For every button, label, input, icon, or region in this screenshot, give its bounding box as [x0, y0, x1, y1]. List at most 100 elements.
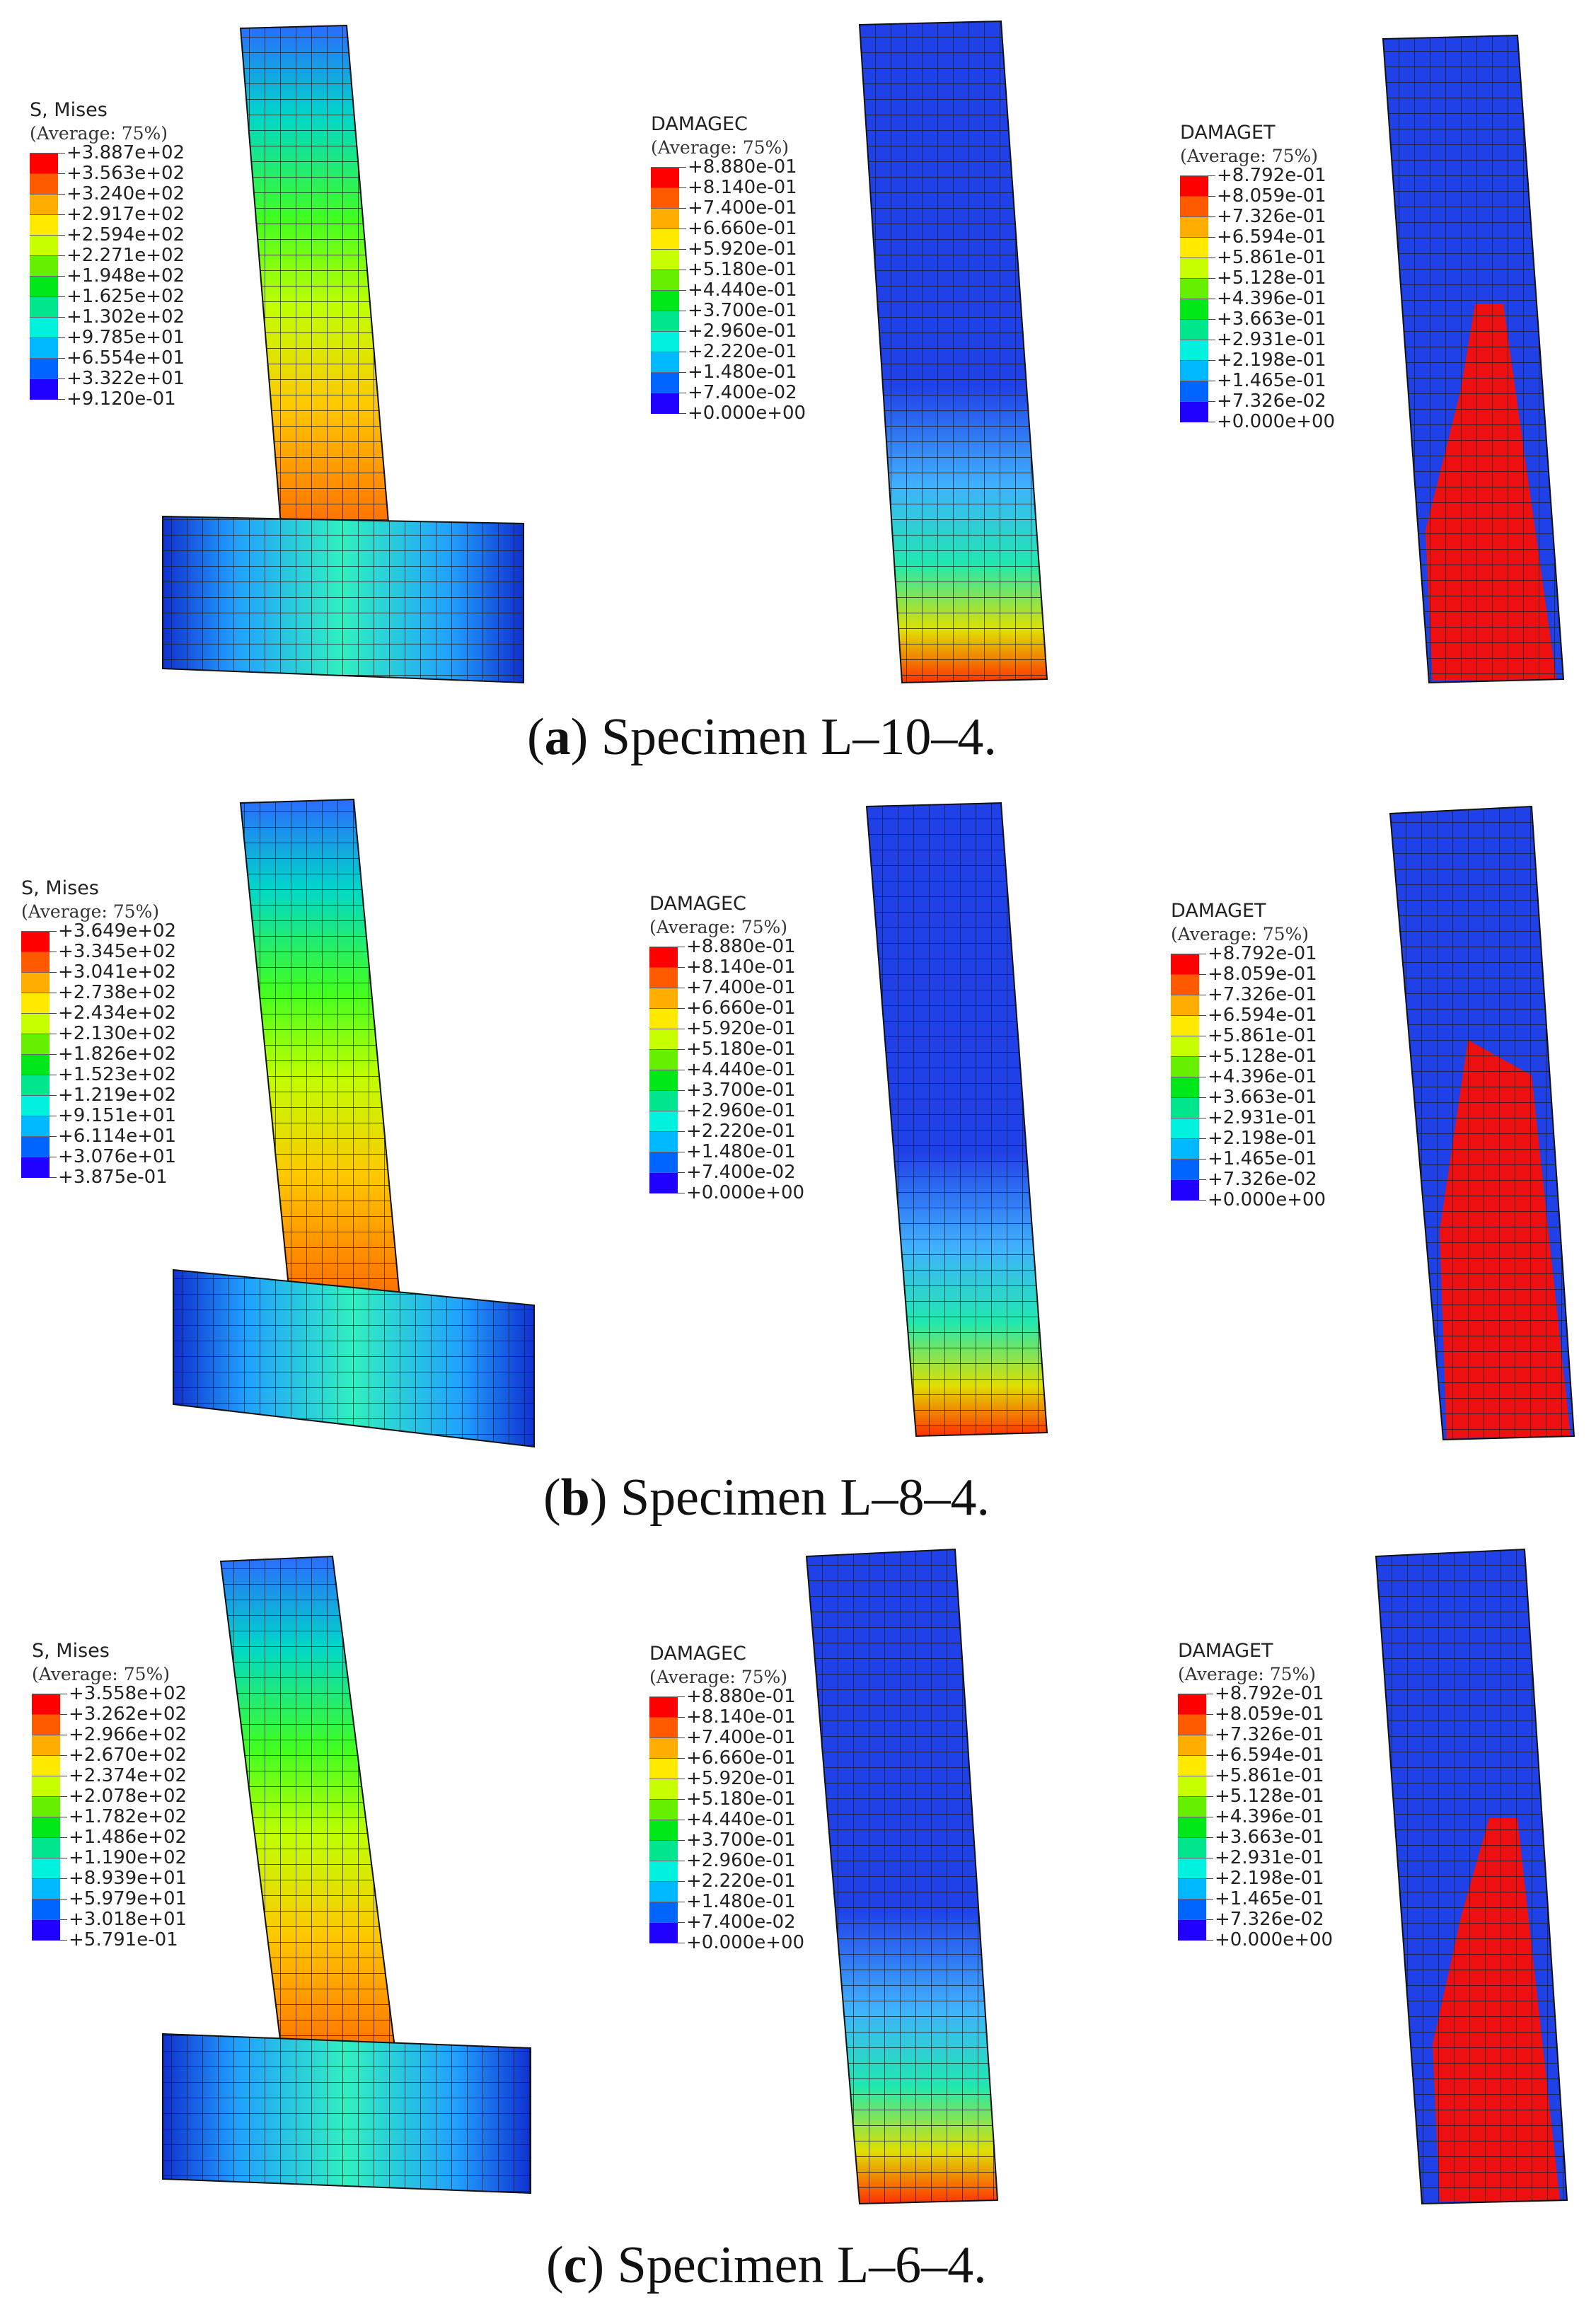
legend-swatch: [1178, 1735, 1206, 1756]
legend-value: +8.140e-01: [686, 1706, 796, 1728]
legend-swatch: [651, 187, 679, 209]
legend-value: +8.880e-01: [688, 156, 797, 178]
legend-tick: [50, 1013, 57, 1014]
legend-value: +5.861e-01: [1215, 1765, 1324, 1786]
legend-swatch: [1178, 1694, 1206, 1715]
legend-value: +5.861e-01: [1217, 247, 1326, 268]
legend-swatch: [649, 1840, 678, 1861]
legend-tick: [678, 1131, 685, 1132]
legend-subtitle: (Average: 75%): [30, 123, 168, 144]
legend-title-mises: S, Mises: [32, 1640, 110, 1662]
legend-value: +2.374e+02: [69, 1765, 187, 1786]
legend-value: +3.558e+02: [69, 1683, 187, 1704]
legend-swatch: [30, 317, 58, 338]
legend-value: +3.887e+02: [66, 142, 185, 163]
legend-swatch: [649, 1070, 678, 1091]
legend-swatch: [651, 167, 679, 188]
mises-model-b: [173, 798, 535, 1448]
legend-value: +7.400e-01: [686, 977, 796, 998]
legend-swatch: [1171, 1077, 1199, 1098]
legend-value: +6.660e-01: [686, 998, 796, 1019]
legend-title-damagec: DAMAGEC: [649, 893, 746, 915]
legend-value: +1.782e+02: [69, 1806, 187, 1827]
legend-swatch: [1171, 1159, 1199, 1180]
legend-tick: [1208, 360, 1215, 361]
legend-swatch: [1178, 1878, 1206, 1900]
legend-swatch: [649, 1758, 678, 1779]
legend-value: +2.670e+02: [69, 1745, 187, 1766]
legend-tick: [678, 1090, 685, 1091]
legend-tick: [678, 1172, 685, 1173]
legend-value: +2.198e-01: [1208, 1128, 1317, 1149]
legend-tick: [58, 235, 65, 236]
legend-value: +0.000e+00: [1215, 1929, 1334, 1950]
legend-tick: [58, 296, 65, 297]
legend-tick: [1199, 1159, 1206, 1160]
legend-value: +7.326e-02: [1215, 1909, 1324, 1930]
legend-value: +2.198e-01: [1217, 349, 1326, 371]
legend-value: +7.400e-02: [686, 1162, 796, 1183]
legend-tick: [1206, 1940, 1213, 1941]
legend-tick: [1208, 401, 1215, 402]
legend-value: +7.326e-01: [1217, 206, 1326, 227]
legend-swatch: [21, 1116, 50, 1137]
legend-tick: [58, 378, 65, 379]
legend-value: +8.880e-01: [686, 1686, 796, 1707]
legend-value: +4.440e-01: [688, 279, 797, 301]
legend-swatch: [649, 1049, 678, 1070]
legend-swatch: [32, 1694, 60, 1715]
legend-tick: [1206, 1755, 1213, 1756]
legend-tick: [60, 1919, 67, 1920]
legend-subtitle: (Average: 75%): [21, 901, 160, 922]
legend-swatch: [1171, 1056, 1199, 1077]
legend-swatch: [1171, 1015, 1199, 1036]
legend-swatch: [649, 1861, 678, 1882]
legend-value: +3.076e+01: [58, 1146, 177, 1167]
legend-title-damaget: DAMAGET: [1180, 122, 1276, 144]
legend-value: +1.480e-01: [686, 1891, 796, 1912]
legend-tick: [679, 290, 686, 291]
legend-swatch: [651, 352, 679, 373]
damagec-model-a: [858, 20, 1048, 684]
legend-swatch: [651, 229, 679, 250]
legend-value: +0.000e+00: [686, 1932, 805, 1953]
legend-swatch: [21, 1054, 50, 1075]
legend-tick: [1199, 1056, 1206, 1057]
legend-value: +2.966e+02: [69, 1724, 187, 1745]
legend-tick: [60, 1837, 67, 1838]
legend-value: +5.920e-01: [686, 1018, 796, 1039]
legend-value: +1.190e+02: [69, 1847, 187, 1868]
legend-value: +5.180e-01: [688, 259, 797, 280]
legend-swatch: [21, 931, 50, 952]
legend-swatch: [649, 1029, 678, 1050]
legend-swatch: [30, 194, 58, 215]
legend-swatch: [1180, 299, 1208, 320]
legend-value: +3.322e+01: [66, 368, 185, 389]
legend-tick: [58, 337, 65, 338]
legend-swatch: [1180, 196, 1208, 217]
legend-swatch: [1171, 1138, 1199, 1160]
legend-value: +2.130e+02: [58, 1023, 177, 1044]
legend-tick: [58, 194, 65, 195]
legend-subtitle: (Average: 75%): [649, 1667, 788, 1687]
legend-value: +6.594e-01: [1217, 226, 1326, 248]
legend-swatch: [30, 358, 58, 379]
legend-value: +3.240e+02: [66, 183, 185, 204]
legend-value: +7.400e-02: [686, 1912, 796, 1933]
legend-swatch: [651, 208, 679, 229]
legend-value: +2.931e-01: [1208, 1107, 1317, 1128]
legend-swatch: [1178, 1714, 1206, 1735]
legend-tick: [60, 1899, 67, 1900]
legend-tick: [58, 255, 65, 256]
caption-a: (a) Specimen L–10–4.: [527, 708, 997, 766]
legend-swatch: [649, 988, 678, 1009]
legend-tick: [58, 276, 65, 277]
damaget-model-a: [1382, 34, 1565, 684]
legend-value: +5.920e-01: [686, 1768, 796, 1789]
legend-value: +6.594e-01: [1208, 1005, 1317, 1026]
legend-swatch: [651, 393, 679, 414]
legend-value: +8.059e-01: [1217, 185, 1326, 207]
legend-swatch: [1180, 381, 1208, 402]
legend-swatch: [1180, 340, 1208, 361]
legend-value: +3.875e-01: [58, 1167, 168, 1188]
